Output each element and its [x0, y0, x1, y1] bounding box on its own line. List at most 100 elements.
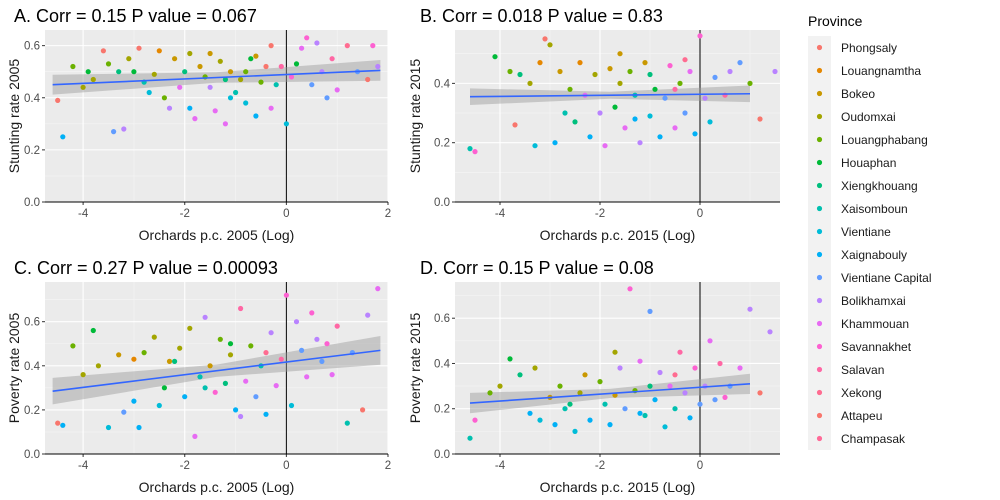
data-point: [697, 33, 703, 39]
data-point: [111, 129, 117, 135]
data-point: [677, 80, 683, 86]
data-point: [642, 60, 648, 66]
data-point: [126, 56, 132, 62]
data-point: [472, 417, 478, 423]
data-point: [136, 424, 142, 431]
data-point: [344, 43, 350, 49]
data-point: [304, 35, 310, 41]
data-point: [667, 63, 673, 69]
data-point: [672, 125, 678, 131]
panel-title: C. Corr = 0.27 P value = 0.00093: [14, 258, 278, 278]
data-point: [467, 146, 473, 152]
data-point: [647, 308, 653, 314]
data-point: [772, 68, 778, 75]
x-tick-label: 0: [697, 460, 703, 472]
data-point: [612, 349, 618, 355]
data-point: [288, 402, 295, 409]
legend-label-7: Xaisomboun: [841, 202, 908, 216]
data-point: [263, 63, 269, 70]
data-point: [253, 113, 259, 119]
data-point: [166, 358, 173, 364]
data-point: [70, 63, 76, 70]
legend-label-9: Xaignabouly: [841, 248, 907, 262]
data-point: [622, 125, 628, 131]
data-point: [187, 105, 193, 111]
data-point: [557, 383, 563, 389]
legend-swatch-3: [816, 113, 823, 120]
data-point: [532, 143, 538, 149]
x-axis-label: Orchards p.c. 2015 (Log): [540, 479, 696, 495]
x-tick-label: -4: [78, 460, 89, 472]
legend-label-8: Vientiane: [841, 225, 891, 239]
x-axis-label: Orchards p.c. 2005 (Log): [139, 479, 295, 495]
data-point: [487, 390, 493, 396]
y-tick-label: 0.6: [434, 313, 450, 325]
data-point: [552, 422, 558, 428]
legend-swatch-12: [816, 320, 823, 327]
data-point: [177, 345, 183, 351]
data-point: [682, 110, 688, 116]
legend-label-0: Phongsaly: [841, 41, 897, 55]
data-point: [497, 383, 503, 389]
data-point: [627, 68, 633, 75]
data-point: [467, 435, 473, 441]
data-point: [365, 312, 371, 318]
legend-swatch-15: [816, 389, 823, 396]
legend-label-13: Savannakhet: [841, 340, 912, 354]
y-tick-label: 0.2: [24, 145, 40, 157]
data-point: [562, 110, 568, 116]
x-tick-label: 0: [283, 460, 289, 472]
data-point: [243, 69, 249, 75]
data-point: [299, 45, 305, 51]
data-point: [95, 363, 101, 369]
data-point: [121, 409, 127, 415]
data-point: [172, 56, 178, 62]
plot-background: [45, 282, 388, 454]
legend-swatch-17: [816, 435, 823, 442]
data-point: [248, 56, 254, 62]
x-tick-label: 0: [697, 208, 703, 220]
data-point: [517, 372, 523, 378]
data-point: [637, 358, 643, 364]
data-point: [182, 394, 188, 400]
data-point: [227, 352, 234, 358]
data-point: [161, 95, 167, 101]
legend-swatch-4: [816, 136, 823, 143]
data-point: [253, 53, 259, 59]
data-point: [283, 292, 289, 298]
legend-swatch-10: [816, 274, 823, 281]
data-point: [293, 319, 300, 325]
legend-label-16: Attapeu: [841, 409, 882, 423]
data-point: [55, 97, 61, 103]
data-point: [273, 383, 279, 389]
data-point: [80, 84, 86, 90]
data-point: [212, 108, 218, 114]
data-point: [667, 383, 673, 389]
x-tick-label: -2: [180, 208, 190, 220]
data-point: [238, 76, 244, 83]
data-point: [512, 122, 518, 128]
data-point: [527, 80, 533, 86]
y-tick-label: 0.4: [434, 78, 451, 90]
legend-label-3: Oudomxai: [841, 110, 896, 124]
legend-label-2: Bokeo: [841, 87, 875, 101]
data-point: [131, 69, 137, 75]
legend-title: Province: [808, 13, 863, 29]
data-point: [537, 417, 543, 423]
x-tick-label: -2: [595, 460, 605, 472]
data-point: [151, 334, 157, 340]
data-point: [100, 48, 106, 54]
data-point: [727, 68, 733, 75]
plot-background: [455, 30, 780, 202]
data-point: [632, 116, 638, 122]
data-point: [192, 433, 198, 439]
regression-line: [52, 349, 381, 392]
data-point: [627, 286, 633, 292]
data-point: [116, 69, 122, 75]
data-point: [222, 121, 228, 127]
data-point: [85, 69, 91, 75]
x-tick-label: -4: [495, 460, 506, 472]
legend-swatch-16: [816, 412, 823, 419]
data-point: [319, 358, 325, 364]
data-point: [283, 121, 289, 127]
